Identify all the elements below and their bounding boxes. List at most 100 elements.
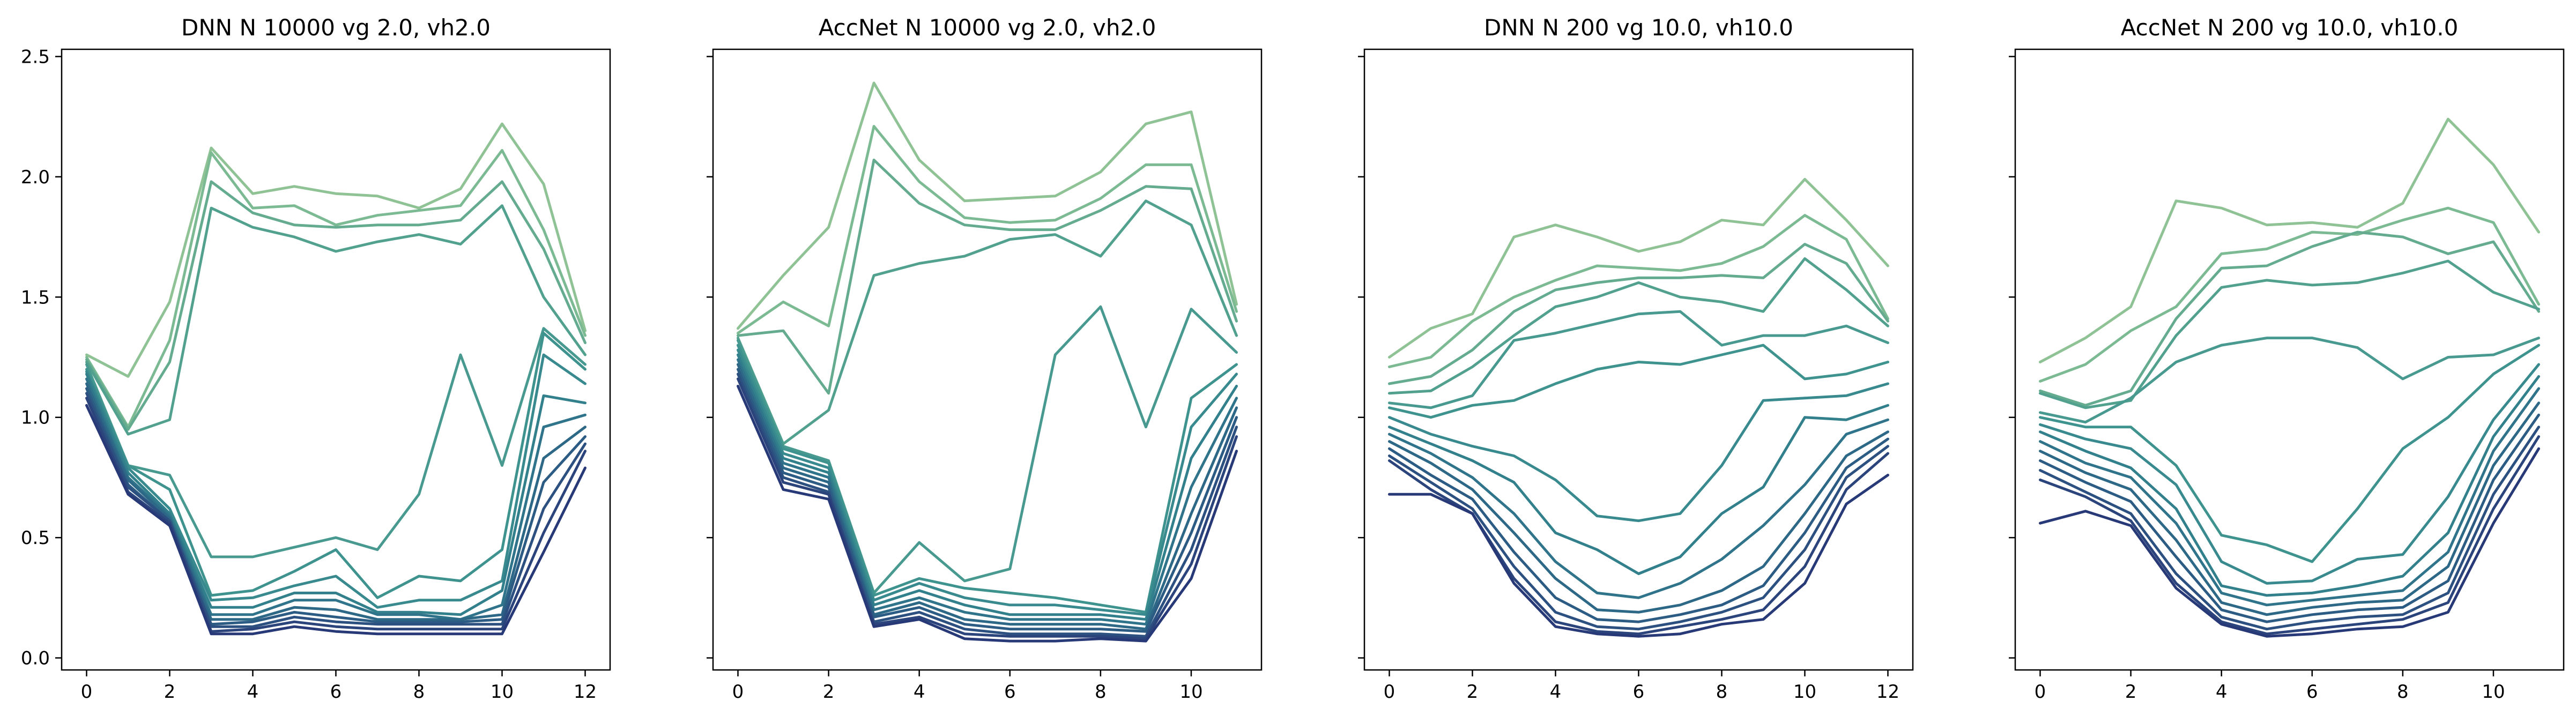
series-line-9: [737, 358, 1238, 626]
x-tick-label: 2: [823, 681, 835, 703]
series-line-13: [737, 377, 1238, 640]
series-line-3: [85, 180, 587, 431]
x-tick-label: 12: [1876, 681, 1899, 703]
x-tick-label: 0: [2035, 681, 2046, 703]
series-line-2: [1388, 214, 1889, 368]
series-line-14: [85, 404, 587, 636]
series-line-11: [2039, 413, 2540, 623]
x-tick-label: 0: [1384, 681, 1395, 703]
series-line-5: [85, 327, 587, 558]
series-line-1: [1388, 177, 1889, 359]
series-line-8: [85, 372, 587, 616]
subplot-title: AccNet N 200 vg 10.0, vh10.0: [2121, 14, 2459, 41]
series-line-10: [1388, 430, 1889, 614]
x-tick-label: 0: [81, 681, 93, 703]
y-tick-label: 2.5: [21, 46, 50, 68]
x-tick-label: 10: [1793, 681, 1816, 703]
series-line-14: [737, 384, 1238, 643]
series-line-3: [737, 159, 1238, 395]
x-tick-label: 6: [1004, 681, 1016, 703]
plot-frame: [2014, 48, 2565, 671]
series-line-6: [737, 344, 1238, 614]
series-line-6: [2039, 344, 2540, 563]
series-line-11: [737, 368, 1238, 633]
y-tick-label: 0.5: [21, 527, 50, 549]
x-tick-label: 8: [1095, 681, 1107, 703]
series-line-13: [85, 397, 587, 633]
subplot-3: DNN N 200 vg 10.0, vh10.0 0 2 4 6 8 10 12: [1358, 14, 1914, 703]
series-line-12: [1388, 445, 1889, 631]
subplot-2: AccNet N 10000 vg 2.0, vh2.0 0 2 4 6 8 10: [707, 14, 1263, 703]
series-line-8: [1388, 404, 1889, 575]
y-tick-label: 2.0: [21, 167, 50, 188]
series-line-12: [737, 372, 1238, 638]
series-line-7: [737, 348, 1238, 616]
subplot-1: DNN N 10000 vg 2.0, vh2.0 0 2 4 6 8 10 12 0.0 0.5…: [21, 14, 611, 703]
series-line-12: [85, 392, 587, 628]
series-line-3: [1388, 243, 1889, 385]
series-line-4: [85, 204, 587, 436]
x-tick-label: 8: [2397, 681, 2409, 703]
y-tick-label: 1.0: [21, 407, 50, 429]
series-line-6: [85, 332, 587, 599]
panels: DNN N 10000 vg 2.0, vh2.0 0 2 4 6 8 10 12 0.0 0.5…: [21, 14, 2565, 703]
subplot-title: AccNet N 10000 vg 2.0, vh2.0: [819, 14, 1156, 41]
series-line-8: [737, 353, 1238, 621]
series-line-5: [1388, 310, 1889, 409]
x-tick-label: 6: [1633, 681, 1645, 703]
series-line-10: [85, 382, 587, 621]
x-tick-label: 2: [2125, 681, 2137, 703]
series-line-10: [737, 363, 1238, 631]
subplot-title: DNN N 200 vg 10.0, vh10.0: [1484, 14, 1793, 41]
x-tick-label: 8: [413, 681, 425, 703]
series-line-14: [1388, 473, 1889, 638]
series-lines: [737, 81, 1238, 643]
series-line-9: [85, 377, 587, 621]
series-lines: [85, 122, 587, 636]
series-line-7: [1388, 382, 1889, 523]
series-line-7: [85, 353, 587, 609]
x-tick-label: 6: [330, 681, 342, 703]
x-tick-label: 2: [1467, 681, 1479, 703]
series-line-9: [1388, 418, 1889, 599]
x-tick-label: 8: [1716, 681, 1728, 703]
x-tick-label: 6: [2306, 681, 2318, 703]
x-tick-label: 0: [732, 681, 744, 703]
series-line-1: [737, 81, 1238, 330]
x-tick-label: 2: [164, 681, 176, 703]
subplot-4: AccNet N 200 vg 10.0, vh10.0 0 2 4 6 8 10: [2009, 14, 2565, 703]
series-line-1: [2039, 117, 2540, 363]
series-line-2: [85, 149, 587, 429]
plot-frame: [712, 48, 1263, 671]
y-tick-label: 0.0: [21, 648, 50, 669]
series-line-13: [2039, 435, 2540, 636]
series-line-14: [2039, 447, 2540, 638]
series-line-12: [2039, 426, 2540, 631]
series-line-8: [2039, 375, 2540, 597]
x-tick-label: 10: [491, 681, 514, 703]
series-line-2: [2039, 206, 2540, 383]
x-tick-label: 10: [2482, 681, 2505, 703]
series-line-4: [737, 199, 1238, 445]
x-tick-label: 10: [1179, 681, 1202, 703]
x-tick-label: 4: [914, 681, 925, 703]
series-line-2: [737, 125, 1238, 335]
series-line-7: [2039, 363, 2540, 585]
series-line-5: [737, 305, 1238, 594]
series-line-1: [85, 122, 587, 378]
series-line-5: [2039, 337, 2540, 424]
series-lines: [1388, 177, 1889, 638]
x-tick-label: 12: [574, 681, 597, 703]
series-line-6: [1388, 344, 1889, 419]
subplot-title: DNN N 10000 vg 2.0, vh2.0: [181, 14, 491, 41]
x-tick-label: 4: [1550, 681, 1562, 703]
x-tick-label: 4: [2216, 681, 2228, 703]
series-lines: [2039, 117, 2540, 638]
y-tick-label: 1.5: [21, 287, 50, 308]
series-line-4: [1388, 257, 1889, 395]
series-line-10: [2039, 401, 2540, 616]
x-tick-label: 4: [247, 681, 259, 703]
series-line-11: [1388, 437, 1889, 623]
